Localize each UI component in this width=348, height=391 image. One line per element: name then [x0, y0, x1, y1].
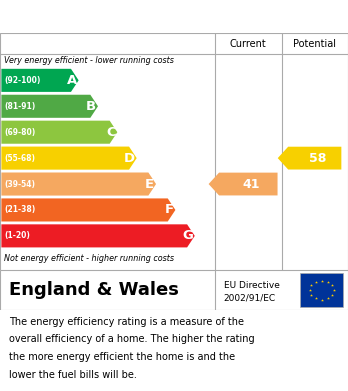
- Text: (39-54): (39-54): [4, 179, 35, 188]
- Text: B: B: [86, 100, 96, 113]
- Text: (55-68): (55-68): [4, 154, 35, 163]
- Polygon shape: [208, 173, 278, 196]
- Polygon shape: [1, 95, 98, 118]
- Text: Potential: Potential: [293, 39, 336, 48]
- Text: Energy Efficiency Rating: Energy Efficiency Rating: [9, 9, 230, 24]
- Text: Not energy efficient - higher running costs: Not energy efficient - higher running co…: [4, 254, 174, 263]
- Text: overall efficiency of a home. The higher the rating: overall efficiency of a home. The higher…: [9, 334, 254, 344]
- Text: 58: 58: [309, 152, 326, 165]
- Text: Very energy efficient - lower running costs: Very energy efficient - lower running co…: [4, 56, 174, 65]
- Bar: [300, 273, 343, 307]
- Text: EU Directive: EU Directive: [224, 281, 280, 290]
- Polygon shape: [1, 69, 79, 92]
- Text: lower the fuel bills will be.: lower the fuel bills will be.: [9, 370, 136, 380]
- Text: (21-38): (21-38): [4, 205, 35, 214]
- Text: E: E: [145, 178, 154, 190]
- Polygon shape: [1, 121, 117, 144]
- Text: (1-20): (1-20): [4, 231, 30, 240]
- Polygon shape: [1, 147, 137, 170]
- Polygon shape: [278, 147, 341, 170]
- Text: G: G: [182, 230, 193, 242]
- Polygon shape: [1, 172, 156, 196]
- Text: C: C: [106, 126, 116, 139]
- Text: 41: 41: [242, 178, 260, 190]
- Text: D: D: [124, 152, 135, 165]
- Text: (81-91): (81-91): [4, 102, 35, 111]
- Text: F: F: [165, 203, 174, 217]
- Polygon shape: [1, 224, 195, 248]
- Text: England & Wales: England & Wales: [9, 281, 179, 299]
- Text: Current: Current: [230, 39, 267, 48]
- Polygon shape: [1, 198, 175, 221]
- Text: (69-80): (69-80): [4, 128, 35, 137]
- Text: the more energy efficient the home is and the: the more energy efficient the home is an…: [9, 352, 235, 362]
- Text: A: A: [66, 74, 77, 87]
- Text: The energy efficiency rating is a measure of the: The energy efficiency rating is a measur…: [9, 317, 244, 326]
- Text: 2002/91/EC: 2002/91/EC: [224, 294, 276, 303]
- Text: (92-100): (92-100): [4, 76, 41, 85]
